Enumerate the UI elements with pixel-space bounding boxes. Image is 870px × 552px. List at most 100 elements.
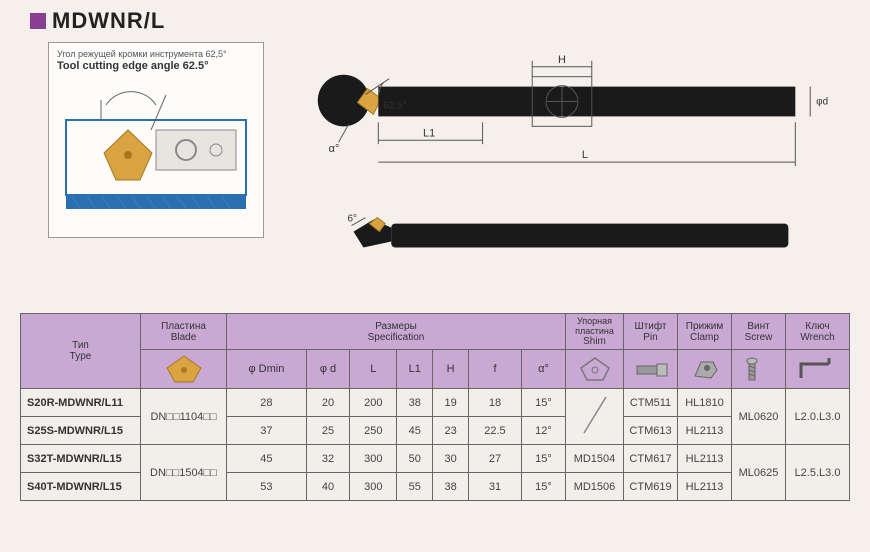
hdr-clamp-en: Clamp	[681, 332, 728, 343]
cell-L1: 45	[397, 417, 433, 445]
label-L1: L1	[423, 127, 435, 139]
pin-icon	[631, 354, 671, 384]
cell-a: 15°	[521, 473, 565, 501]
hdr-pin-ru: Штифт	[627, 321, 674, 332]
table-row: S32T-MDWNR/L15 DN□□1504□□ 45 32 300 50 3…	[21, 445, 850, 473]
upper-section: Угол режущей кромки инструмента 62,5° To…	[0, 38, 870, 307]
cell-pin: CTM617	[624, 445, 678, 473]
title-bullet	[30, 13, 46, 29]
cell-H: 23	[433, 417, 469, 445]
clamp-icon	[685, 354, 725, 384]
diagram-caption-ru: Угол режущей кромки инструмента 62,5°	[57, 49, 227, 59]
screw-icon	[739, 354, 779, 384]
hdr-screw-ru: Винт	[735, 321, 782, 332]
hdr-pin-en: Pin	[627, 332, 674, 343]
cell-pin: CTM619	[624, 473, 678, 501]
hdr-blade-en: Blade	[144, 332, 223, 343]
cell-dmin: 37	[227, 417, 307, 445]
cell-L: 200	[350, 389, 397, 417]
hdr-shim-ru: Упорная пластина	[569, 316, 620, 336]
col-dmin: φ Dmin	[227, 350, 307, 389]
clamp-icon-cell	[678, 350, 732, 389]
cell-pin: CTM613	[624, 417, 678, 445]
col-L: L	[350, 350, 397, 389]
cell-wrench: L2.0.L3.0	[786, 389, 850, 445]
blade-icon	[159, 352, 209, 386]
label-H: H	[558, 54, 566, 66]
shim-icon	[575, 354, 615, 384]
hdr-wrench-ru: Ключ	[789, 321, 846, 332]
tool-views: H 62.5° α° L1 L φd 6°	[284, 42, 840, 307]
shim-icon-cell	[566, 350, 624, 389]
tool-drawing: H 62.5° α° L1 L φd 6°	[284, 42, 840, 302]
cell-H: 19	[433, 389, 469, 417]
wrench-icon	[795, 354, 841, 384]
diagram-caption-en: Tool cutting edge angle 62.5°	[57, 60, 209, 72]
cell-type: S20R-MDWNR/L11	[21, 389, 141, 417]
cell-a: 12°	[521, 417, 565, 445]
cell-dmin: 53	[227, 473, 307, 501]
hdr-spec-ru: Размеры	[230, 321, 562, 332]
table-body: S20R-MDWNR/L11 DN□□1104□□ 28 20 200 38 1…	[21, 389, 850, 501]
cell-L1: 50	[397, 445, 433, 473]
cell-d: 25	[306, 417, 349, 445]
col-L1: L1	[397, 350, 433, 389]
cell-blade: DN□□1104□□	[141, 389, 227, 445]
page-title: MDWNR/L	[52, 8, 165, 34]
cell-type: S40T-MDWNR/L15	[21, 473, 141, 501]
cell-f: 22.5	[469, 417, 522, 445]
hdr-type-ru: Тип	[24, 340, 137, 351]
cell-a: 15°	[521, 389, 565, 417]
hdr-shim-en: Shim	[569, 336, 620, 347]
hdr-spec-en: Specification	[230, 332, 562, 343]
cell-f: 18	[469, 389, 522, 417]
cell-clamp: HL2113	[678, 445, 732, 473]
hdr-clamp-ru: Прижим	[681, 321, 728, 332]
cell-L1: 55	[397, 473, 433, 501]
blade-icon-cell	[141, 350, 227, 389]
col-f: f	[469, 350, 522, 389]
angle-diagram-box: Угол режущей кромки инструмента 62,5° To…	[48, 42, 264, 238]
pin-icon-cell	[624, 350, 678, 389]
screw-icon-cell	[732, 350, 786, 389]
cell-L: 300	[350, 473, 397, 501]
hdr-screw-en: Screw	[735, 332, 782, 343]
cell-pin: CTM511	[624, 389, 678, 417]
cell-dmin: 45	[227, 445, 307, 473]
cell-shim-empty	[566, 389, 624, 445]
table-head: Тип Type Пластина Blade Размеры Specific…	[21, 314, 850, 389]
cell-screw: ML0620	[732, 389, 786, 445]
cell-d: 40	[306, 473, 349, 501]
hdr-type-en: Type	[24, 351, 137, 362]
title-bar: MDWNR/L	[0, 0, 870, 38]
cell-a: 15°	[521, 445, 565, 473]
wrench-icon-cell	[786, 350, 850, 389]
cell-H: 38	[433, 473, 469, 501]
col-a: α°	[521, 350, 565, 389]
cell-f: 31	[469, 473, 522, 501]
cell-shim: MD1504	[566, 445, 624, 473]
cell-L: 250	[350, 417, 397, 445]
cell-screw: ML0625	[732, 445, 786, 501]
label-L: L	[582, 149, 588, 161]
cell-L1: 38	[397, 389, 433, 417]
cell-d: 32	[306, 445, 349, 473]
cell-H: 30	[433, 445, 469, 473]
cell-shim: MD1506	[566, 473, 624, 501]
hdr-blade-ru: Пластина	[144, 321, 223, 332]
label-angle: 62.5°	[383, 100, 406, 111]
cell-clamp: HL1810	[678, 389, 732, 417]
table-row: S20R-MDWNR/L11 DN□□1104□□ 28 20 200 38 1…	[21, 389, 850, 417]
cell-dmin: 28	[227, 389, 307, 417]
angle-diagram	[53, 75, 259, 225]
cell-L: 300	[350, 445, 397, 473]
col-H: H	[433, 350, 469, 389]
spec-table-wrap: Тип Type Пластина Blade Размеры Specific…	[0, 307, 870, 501]
cell-d: 20	[306, 389, 349, 417]
spec-table: Тип Type Пластина Blade Размеры Specific…	[20, 313, 850, 501]
cell-blade: DN□□1504□□	[141, 445, 227, 501]
cell-clamp: HL2113	[678, 417, 732, 445]
col-d: φ d	[306, 350, 349, 389]
cell-wrench: L2.5.L3.0	[786, 445, 850, 501]
label-alpha: α°	[329, 143, 340, 155]
